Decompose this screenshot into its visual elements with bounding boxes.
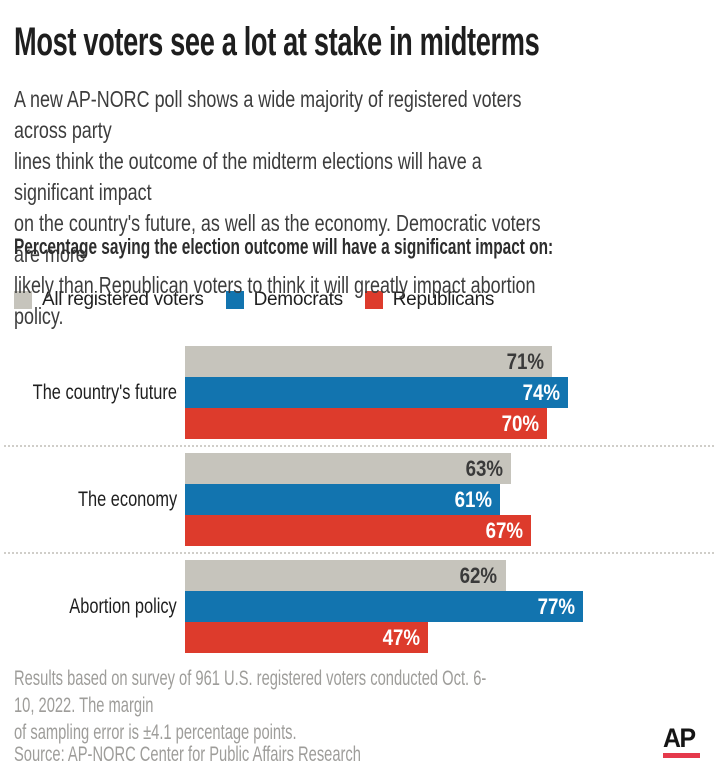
bar-group: 71% 74% 70% [185, 346, 702, 439]
bar-group: 63% 61% 67% [185, 453, 702, 546]
chart-group: The economy 63% 61% 67% [14, 453, 702, 546]
bar-all-registered-voters: 62% [185, 560, 506, 591]
bar-value: 71% [506, 348, 545, 374]
legend-swatch-republicans [364, 291, 383, 309]
bar-democrats: 74% [185, 377, 568, 408]
legend-label-democrats: Democrats [253, 289, 343, 310]
bar-value: 74% [522, 379, 560, 405]
chart-heading: Percentage saying the election outcome w… [14, 234, 702, 262]
intro-text-lines: A new AP-NORC poll shows a wide majority… [14, 86, 541, 329]
legend-label-all-registered-voters: All registered voters [42, 289, 204, 310]
source-row: Source: AP-NORC Center for Public Affair… [14, 725, 702, 768]
chart-group: The country's future 71% 74% 70% [14, 346, 702, 439]
legend-item-republicans: Republicans [364, 289, 495, 311]
bar-republicans: 67% [185, 515, 532, 546]
category-label: The country's future [14, 346, 185, 439]
bar-value: 62% [460, 562, 498, 588]
bar-value: 47% [382, 624, 420, 650]
chart: The country's future 71% 74% 70% The economy… [4, 346, 714, 653]
legend-item-democrats: Democrats [225, 289, 343, 311]
page-title-text: Most voters see a lot at stake in midter… [14, 20, 540, 64]
ap-logo-text: AP [663, 723, 696, 753]
ap-logo-underline [663, 753, 700, 758]
bar-all-registered-voters: 71% [185, 346, 553, 377]
bar-democrats: 61% [185, 484, 501, 515]
legend-swatch-democrats [225, 291, 244, 309]
legend-swatch-all-registered-voters [14, 291, 32, 309]
chart-heading-text: Percentage saying the election outcome w… [14, 234, 554, 259]
legend-label-republicans: Republicans [392, 289, 495, 310]
category-label-text: The economy [77, 487, 177, 511]
legend-item-all-registered-voters: All registered voters [14, 289, 204, 311]
bar-value: 63% [465, 455, 503, 481]
bar-group: 62% 77% 47% [185, 560, 702, 653]
bar-republicans: 47% [185, 622, 428, 653]
source-text: Source: AP-NORC Center for Public Affair… [14, 743, 510, 768]
intro-text: A new AP-NORC poll shows a wide majority… [14, 84, 702, 329]
legend: All registered voters Democrats Republic… [14, 289, 702, 311]
category-label: Abortion policy [14, 560, 185, 653]
bar-value: 70% [501, 410, 539, 436]
category-label: The economy [14, 453, 185, 546]
category-label-text: Abortion policy [69, 594, 177, 618]
bar-value: 67% [485, 517, 524, 543]
dotted-divider [4, 445, 714, 447]
ap-logo: AP [663, 725, 702, 758]
bar-democrats: 77% [185, 591, 584, 622]
source-text-line: Source: AP-NORC Center for Public Affair… [14, 743, 361, 766]
dotted-divider [4, 552, 714, 554]
chart-group: Abortion policy 62% 77% 47% [14, 560, 702, 653]
footnote-lines: Results based on survey of 961 U.S. regi… [14, 667, 487, 744]
page-title: Most voters see a lot at stake in midter… [14, 22, 702, 66]
category-label-text: The country's future [32, 380, 177, 404]
bar-republicans: 70% [185, 408, 547, 439]
bar-all-registered-voters: 63% [185, 453, 511, 484]
bar-value: 61% [454, 486, 493, 512]
bar-value: 77% [537, 593, 576, 619]
footnote: Results based on survey of 961 U.S. regi… [14, 665, 702, 744]
